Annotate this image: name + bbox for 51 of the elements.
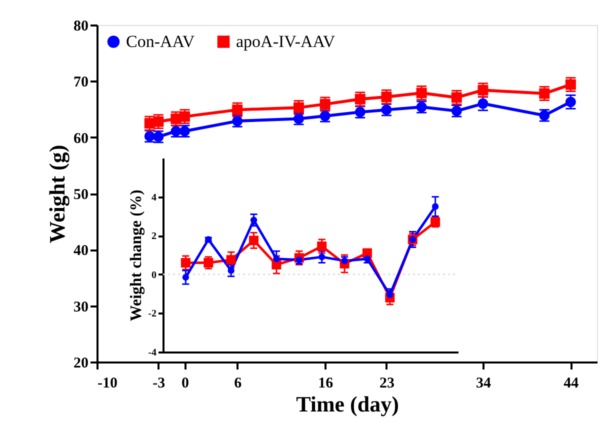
point [317,242,327,252]
point [232,104,243,116]
y-tick-label: -4 [148,348,156,358]
y-tick-label: 0 [152,270,156,281]
y-tick-label: 60 [74,130,88,147]
point [318,254,326,260]
x-axis-title: Time (day) [296,392,399,416]
point [539,88,550,99]
point [478,84,488,96]
point [386,291,394,298]
x-tick-label: 34 [476,376,492,392]
point [451,92,462,103]
y-tick-label: 40 [74,243,88,260]
x-tick-label: 6 [234,376,242,392]
y-tick-label: 30 [74,299,88,316]
y-tick-label: 4 [152,192,156,204]
legend-label: Con-AAV [126,32,196,51]
y-axis-title: Weight (g) [44,144,70,244]
x-tick-label: 0 [181,376,189,392]
point [451,106,462,116]
point [381,92,392,102]
point [565,96,576,108]
point [250,216,258,224]
point [249,236,259,246]
point [296,256,303,264]
point [364,256,371,262]
y-axis-title: Weight change (%) [128,190,146,322]
y-tick-label: 2 [152,231,156,242]
point [478,98,488,109]
point [228,267,234,274]
y-tick-label: 20 [74,356,88,372]
x-tick-label: 44 [564,376,580,392]
point [565,79,576,90]
point [354,94,366,104]
x-tick-label: 16 [318,376,334,392]
point [432,203,439,210]
point [273,256,280,262]
point [294,102,304,113]
point [226,255,236,265]
y-tick-label: 50 [74,187,88,203]
point [416,88,427,98]
point [180,258,190,268]
x-tick-label: 23 [379,376,394,392]
x-tick-label: -10 [98,376,118,392]
y-tick-label: 80 [74,18,88,34]
point [320,98,330,110]
y-tick-label: 70 [74,74,88,91]
point [182,274,190,281]
legend-label: apoA-IV-AAV [236,32,336,51]
y-tick-label: -2 [148,308,156,320]
x-tick-label: -3 [152,376,166,392]
